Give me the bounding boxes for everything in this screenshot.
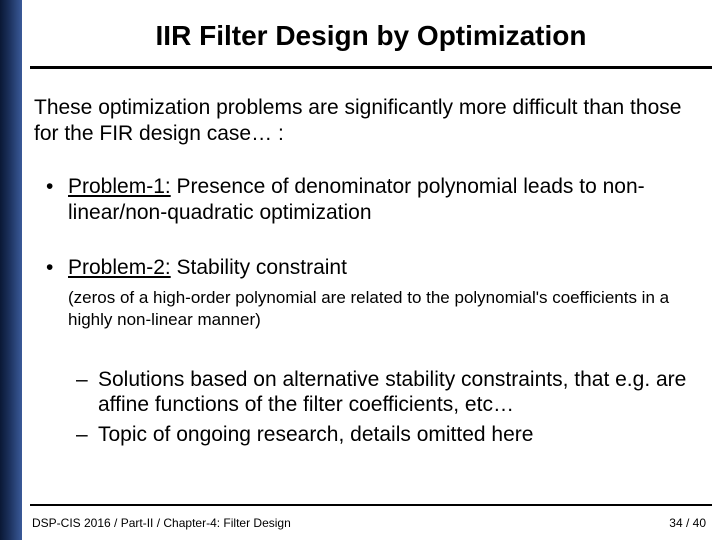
- dash-item: Topic of ongoing research, details omitt…: [76, 422, 696, 448]
- dash-item: Solutions based on alternative stability…: [76, 367, 696, 418]
- bullet-item: Problem-1: Presence of denominator polyn…: [46, 174, 696, 225]
- bullet-label: Problem-2:: [68, 256, 171, 279]
- bullet-label: Problem-1:: [68, 175, 171, 198]
- intro-text: These optimization problems are signific…: [22, 69, 720, 146]
- footer: DSP-CIS 2016 / Part-II / Chapter-4: Filt…: [32, 516, 706, 530]
- footer-left: DSP-CIS 2016 / Part-II / Chapter-4: Filt…: [32, 516, 291, 530]
- bullet-item: Problem-2: Stability constraint (zeros o…: [46, 255, 696, 330]
- left-gradient-edge: [0, 0, 22, 540]
- slide-content: IIR Filter Design by Optimization These …: [22, 0, 720, 540]
- dash-list: Solutions based on alternative stability…: [22, 361, 720, 448]
- bullet-text: Stability constraint: [171, 256, 347, 279]
- bullet-parenthetical: (zeros of a high-order polynomial are re…: [68, 281, 696, 331]
- divider-bottom: [30, 504, 712, 506]
- footer-right: 34 / 40: [669, 516, 706, 530]
- page-title: IIR Filter Design by Optimization: [22, 0, 720, 66]
- slide: IIR Filter Design by Optimization These …: [0, 0, 720, 540]
- bullet-list: Problem-1: Presence of denominator polyn…: [22, 146, 720, 330]
